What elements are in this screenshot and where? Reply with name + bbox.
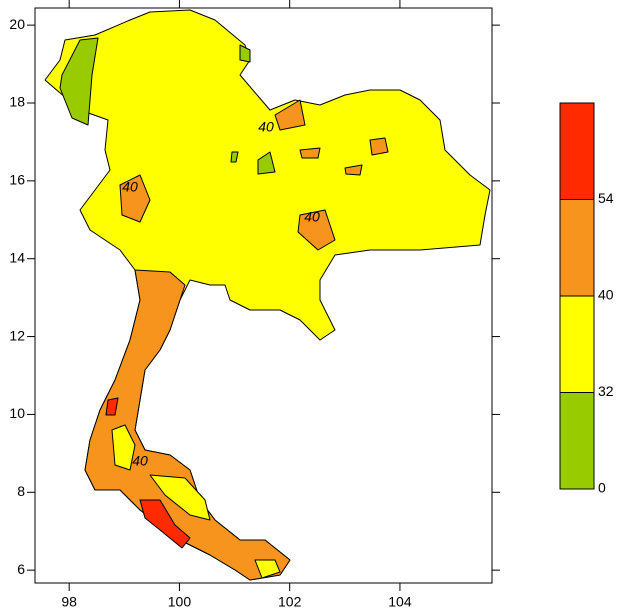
y-tick-label: 18: [9, 94, 25, 110]
colorbar-segment: [559, 199, 595, 297]
y-tick-label: 10: [9, 405, 25, 421]
yellow-zone: [111, 424, 281, 579]
x-tick-label: 104: [388, 594, 412, 610]
y-tick-label: 12: [9, 327, 25, 343]
y-tick-label: 8: [17, 483, 25, 499]
x-tick-label: 98: [61, 594, 77, 610]
contour-label: 40: [304, 209, 320, 225]
orange-zone: [84, 269, 291, 581]
y-tick-label: 16: [9, 172, 25, 188]
contour-labels: 40 40 40 40: [122, 119, 320, 469]
orange-zone: [119, 99, 389, 251]
contour-label: 40: [132, 453, 148, 469]
green-zone: [59, 37, 276, 175]
y-tick-label: 20: [9, 16, 25, 32]
contour-label: 40: [258, 119, 274, 135]
colorbar-segment: [559, 295, 595, 393]
red-zone: [105, 397, 191, 549]
colorbar-segment: [559, 392, 595, 490]
colorbar-label: 32: [598, 383, 614, 399]
plot-frame: [34, 7, 493, 584]
y-tick-label: 6: [17, 561, 25, 577]
x-tick-label: 102: [278, 594, 302, 610]
contour-label: 40: [122, 179, 138, 195]
country-shape: [44, 9, 491, 581]
colorbar-label: 0: [598, 480, 606, 496]
y-tick-label: 14: [9, 249, 25, 265]
colorbar-label: 40: [598, 287, 614, 303]
x-tick-label: 100: [168, 594, 192, 610]
colorbar-segment: [559, 102, 595, 200]
colorbar-label: 54: [598, 190, 614, 206]
